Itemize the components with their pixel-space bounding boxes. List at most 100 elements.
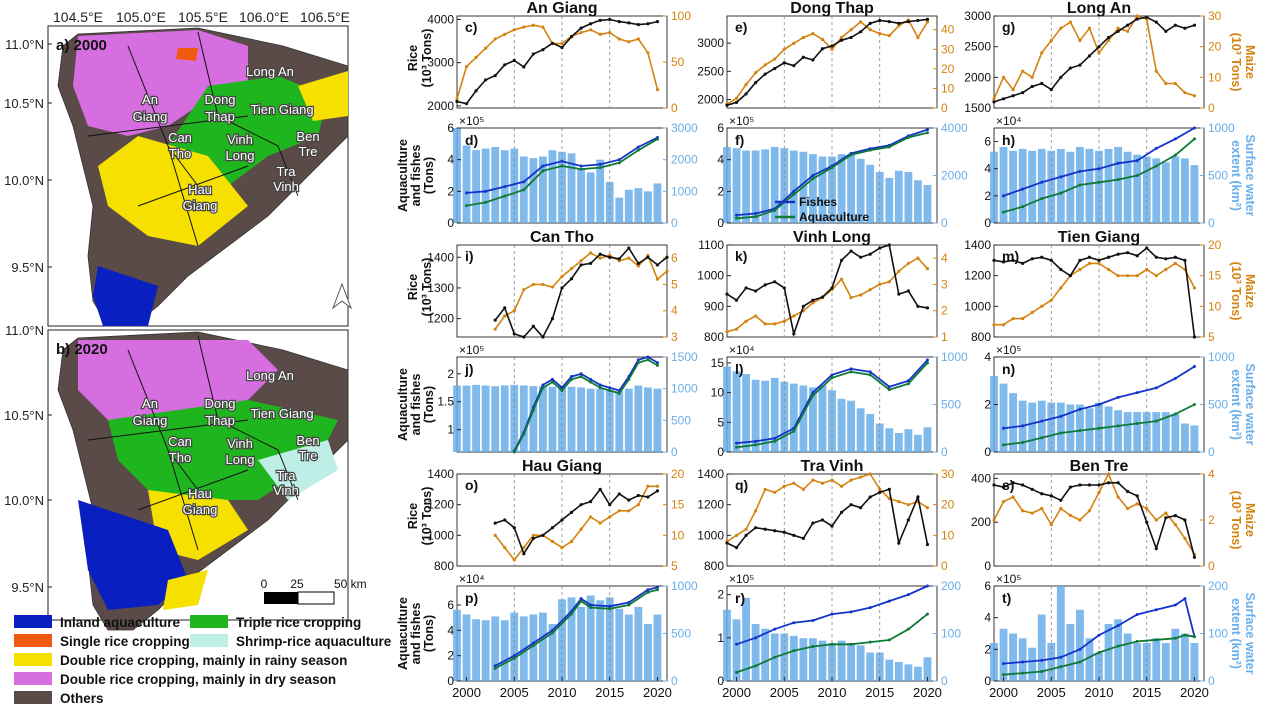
maize-point [1164, 81, 1168, 86]
water-tick-label: 0 [671, 674, 678, 688]
rice-point [646, 22, 650, 26]
rice-point [569, 277, 574, 281]
region-label: Dong [204, 92, 235, 107]
rice-point [792, 332, 796, 336]
aquaculture-point [830, 642, 834, 646]
water-bar [529, 158, 538, 223]
rice-tick-label: 1200 [964, 269, 991, 283]
water-bar [491, 386, 500, 452]
maize-point [617, 509, 621, 513]
water-tick-label: 1000 [671, 579, 698, 593]
region-label: Vinh [227, 132, 253, 147]
water-bar [751, 379, 760, 452]
aquaculture-point [1173, 153, 1177, 157]
region-label: Tho [169, 450, 191, 465]
rice-point [560, 45, 564, 50]
aquaculture-point [849, 642, 853, 646]
rice-point [1021, 91, 1025, 95]
maize-point [1059, 506, 1063, 511]
water-bar [913, 666, 922, 681]
fishes-point [1059, 175, 1063, 179]
rice-point [744, 533, 748, 537]
water-bar [837, 640, 846, 681]
water-bar [1037, 148, 1046, 223]
water-bar [605, 597, 614, 681]
rice-point [1126, 489, 1130, 494]
water-bar [548, 150, 557, 223]
region-label: An [142, 396, 158, 411]
aquaculture-point [1116, 644, 1120, 648]
aqua-tick-label: 6 [717, 121, 724, 135]
maize-point [646, 484, 650, 488]
rice-point [887, 487, 891, 491]
scale-bar-black [264, 592, 298, 604]
rice-point [1040, 81, 1044, 86]
scale-label: 50 km [334, 577, 367, 591]
fishes-point [1192, 126, 1196, 130]
rice-point [1145, 520, 1149, 524]
rice-point [849, 249, 853, 253]
map-legend-item: Single rice cropping [14, 634, 190, 649]
lon-tick-label: 104.5°E [53, 9, 103, 25]
rice-point [617, 492, 621, 496]
fishes-point [541, 383, 545, 387]
region-label: Vinh [273, 179, 299, 194]
water-bar [500, 385, 509, 452]
aquaculture-panel: p) ×10⁴ 0 2 4 6 0 500 1000 Aquaculture and fishes(… [396, 572, 698, 700]
aquaculture-point [1135, 174, 1139, 177]
aquaculture-point [868, 373, 872, 377]
maps-panel: 104.5°E 105.0°E 105.5°E 106.0°E 106.5°E11.0°… [4, 9, 392, 706]
north-arrow-icon [331, 282, 353, 310]
rice-point [493, 74, 497, 78]
water-bar [723, 147, 731, 223]
maize-point [655, 88, 660, 92]
water-axis-label: extent (km²) [1229, 598, 1243, 669]
rice-point [1049, 258, 1053, 262]
rice-tick-label: 2000 [427, 99, 454, 113]
aqua-tick-label: 2 [717, 184, 724, 198]
maize-axis-unit: (10³ Tons) [1229, 491, 1243, 550]
maize-point [531, 23, 535, 27]
aquaculture-point [1173, 636, 1177, 640]
aquaculture-point [636, 148, 640, 152]
panel-letter: q) [735, 477, 748, 493]
aquaculture-point [1078, 660, 1082, 664]
panel-frame [993, 15, 1205, 109]
maize-point [1049, 298, 1053, 302]
maize-point [484, 46, 488, 50]
aqua-axis-label: Aquaculture [396, 139, 410, 212]
maize-tick-label: 5 [671, 559, 678, 573]
aqua-tick-label: 2 [717, 588, 724, 602]
aquaculture-point [579, 599, 583, 603]
maize-axis-unit: (10³ Tons) [1229, 262, 1243, 321]
maize-point [906, 261, 910, 265]
water-bar [780, 633, 789, 681]
aqua-tick-label: 0 [717, 445, 724, 459]
water-bar [529, 386, 538, 452]
exponent-label: ×10⁴ [459, 572, 485, 586]
fishes-point [754, 636, 758, 640]
water-bar [723, 366, 731, 452]
rice-line [993, 247, 1196, 338]
water-tick-label: 100 [941, 627, 961, 641]
rice-point [878, 490, 882, 494]
rice-point [1011, 258, 1015, 262]
rice-point [579, 26, 583, 30]
fishes-line [1003, 597, 1196, 665]
rice-point [522, 65, 526, 69]
rice-point [773, 66, 777, 71]
water-bar [1009, 150, 1018, 223]
panel-letter: g) [1002, 19, 1015, 35]
rice-maize-panel: Tra Vinh q) 800 1000 1200 1400 0 10 20 30 [697, 458, 954, 573]
fishes-point [1097, 403, 1101, 406]
maize-point [1154, 69, 1158, 73]
rice-tick-label: 4000 [427, 12, 454, 26]
maize-point [1192, 286, 1197, 290]
water-bar [1075, 404, 1084, 452]
water-bar [1066, 404, 1075, 452]
legend-swatch [190, 634, 228, 647]
maize-point [859, 475, 863, 479]
fishes-point [925, 358, 929, 362]
aqua-tick-label: 4 [447, 153, 454, 167]
aquaculture-point [925, 131, 929, 135]
